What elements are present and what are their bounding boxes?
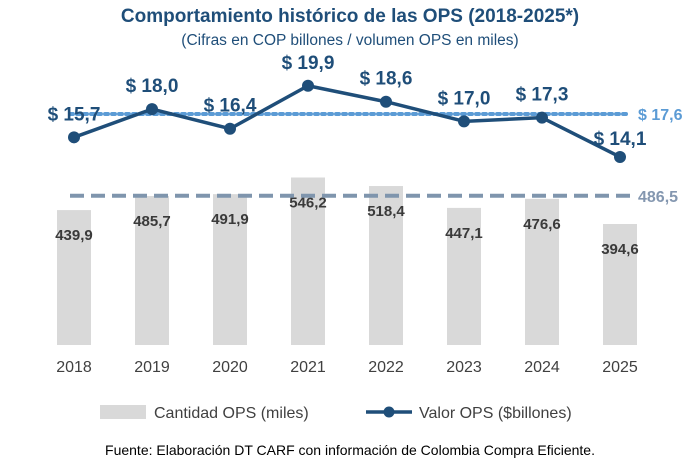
- bar-value-label-2023: 447,1: [445, 225, 483, 242]
- value-point-2023: [458, 115, 470, 128]
- value-label-2019: $ 18,0: [126, 76, 179, 97]
- bar-value-label-2018: 439,9: [55, 227, 93, 244]
- bar-2019: [135, 196, 169, 345]
- x-axis: 2018 2019 2020 2021 2022 2023 2024 2025: [56, 359, 638, 376]
- x-tick-2021: 2021: [290, 359, 326, 376]
- value-point-2021: [302, 79, 314, 92]
- value-point-2024: [536, 111, 548, 124]
- legend-line-label: Valor OPS ($billones): [419, 405, 572, 422]
- bar-value-label-2024: 476,6: [523, 216, 561, 233]
- source-note: Fuente: Elaboración DT CARF con informac…: [105, 442, 595, 458]
- x-tick-2020: 2020: [212, 359, 248, 376]
- legend-bar-label: Cantidad OPS (miles): [154, 405, 309, 422]
- reference-lines-layer: $ 17,6 486,5: [68, 107, 683, 206]
- bar-value-label-2025: 394,6: [601, 241, 639, 258]
- bar-2020: [213, 194, 247, 345]
- value-point-2025: [614, 150, 626, 163]
- bar-labels-layer: 439,9 485,7 491,9 546,2 518,4 447,1 476,6 394,6: [55, 194, 639, 257]
- legend: Cantidad OPS (miles) Valor OPS ($billone…: [100, 405, 572, 422]
- value-point-2018: [68, 131, 80, 144]
- legend-line-marker: [383, 406, 395, 418]
- bar-value-label-2022: 518,4: [367, 203, 405, 220]
- bar-value-label-2020: 491,9: [211, 211, 249, 228]
- bar-value-label-2019: 485,7: [133, 213, 171, 230]
- bar-2022: [369, 186, 403, 345]
- value-label-2021: $ 19,9: [282, 53, 335, 74]
- value-point-2022: [380, 95, 392, 108]
- value-point-2020: [224, 122, 236, 135]
- value-label-2023: $ 17,0: [438, 88, 491, 109]
- bar-2025: [603, 223, 637, 345]
- bars-layer: [57, 177, 637, 345]
- x-tick-2025: 2025: [602, 359, 638, 376]
- bar-value-label-2021: 546,2: [289, 194, 327, 211]
- line-labels-layer: $ 15,7 $ 18,0 $ 16,4 $ 19,9 $ 18,6 $ 17,0 $ 17…: [48, 53, 647, 150]
- bar-2021: [291, 177, 325, 345]
- legend-bar-swatch: [100, 405, 146, 419]
- x-tick-2022: 2022: [368, 359, 404, 376]
- bar-2018: [57, 210, 91, 345]
- value-label-2024: $ 17,3: [516, 85, 569, 106]
- x-tick-2019: 2019: [134, 359, 170, 376]
- value-label-2025: $ 14,1: [594, 129, 647, 150]
- chart-subtitle: (Cifras en COP billones / volumen OPS en…: [181, 32, 518, 49]
- value-label-2018: $ 15,7: [48, 104, 101, 125]
- x-tick-2023: 2023: [446, 359, 482, 376]
- avg-count-label: 486,5: [638, 189, 678, 206]
- bar-2023: [447, 207, 481, 345]
- avg-value-label: $ 17,6: [638, 107, 683, 124]
- value-label-2022: $ 18,6: [360, 69, 413, 90]
- value-point-2019: [146, 103, 158, 116]
- value-label-2020: $ 16,4: [204, 96, 257, 117]
- chart-title: Comportamiento histórico de las OPS (201…: [121, 6, 579, 27]
- line-layer: [68, 79, 626, 163]
- x-tick-2024: 2024: [524, 359, 560, 376]
- bar-2024: [525, 198, 559, 345]
- x-tick-2018: 2018: [56, 359, 92, 376]
- value-line: [73, 84, 621, 159]
